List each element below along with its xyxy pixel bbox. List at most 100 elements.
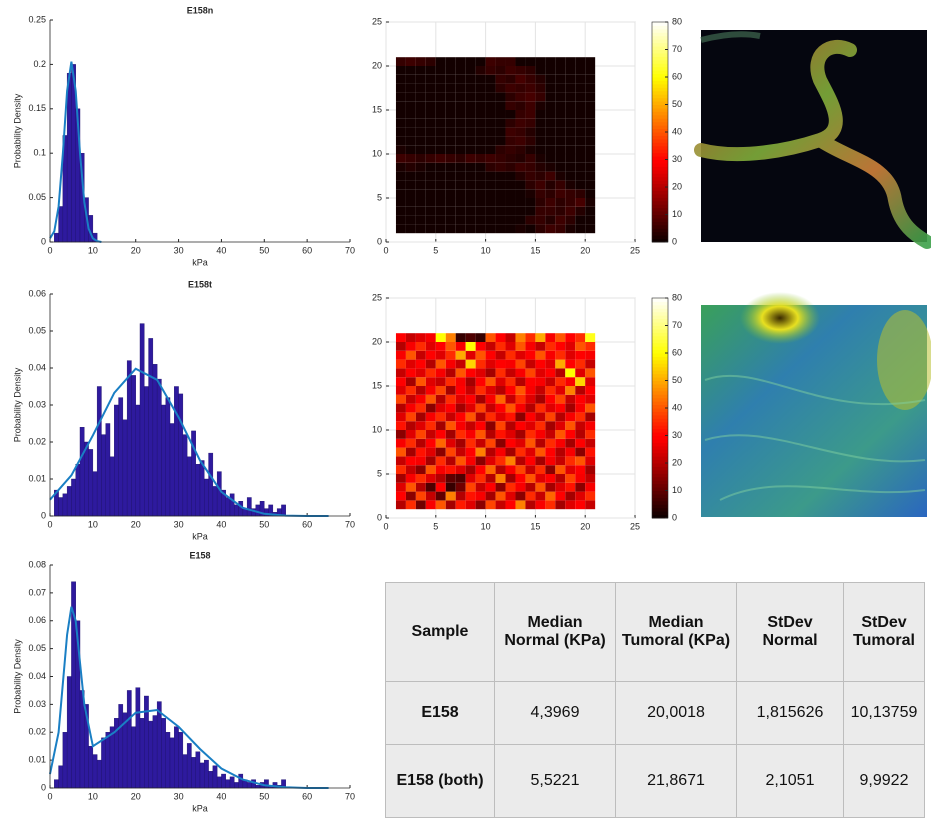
heatmap-cell bbox=[515, 136, 526, 146]
heatmap-cell bbox=[545, 74, 556, 84]
cell: 1,815626 bbox=[736, 681, 844, 745]
histogram-bar bbox=[195, 751, 201, 789]
heatmap-cell bbox=[475, 377, 486, 386]
heatmap-cell bbox=[485, 377, 496, 386]
heatmap-cell bbox=[555, 145, 566, 154]
heatmap-cell bbox=[455, 333, 466, 342]
heatmap-cell bbox=[545, 127, 556, 137]
microscopy-image-tumoral bbox=[701, 292, 931, 517]
cell: 9,9922 bbox=[843, 744, 925, 818]
heatmap-cell bbox=[455, 66, 466, 75]
heatmap-cell bbox=[445, 491, 456, 501]
histogram-bar bbox=[161, 718, 166, 789]
heatmap-cell bbox=[555, 110, 566, 119]
x-tick-label: 10 bbox=[88, 519, 98, 529]
heatmap-cell bbox=[425, 465, 436, 474]
colorbar-step bbox=[652, 318, 668, 323]
heatmap-cell bbox=[445, 333, 456, 342]
heatmap-cell bbox=[505, 456, 516, 466]
heatmap-cell bbox=[485, 136, 496, 146]
colorbar-step bbox=[652, 363, 668, 368]
y-tick-label: 20 bbox=[372, 60, 382, 70]
table-header-row: Sample Median Normal (KPa) Median Tumora… bbox=[385, 582, 925, 682]
heatmap-cell bbox=[485, 215, 496, 225]
colorbar-step bbox=[652, 97, 668, 102]
heatmap-cell bbox=[515, 438, 526, 448]
cell: 10,13759 bbox=[843, 681, 925, 745]
heatmap-cell bbox=[485, 145, 496, 154]
heatmap-cell bbox=[515, 92, 526, 102]
heatmap-cell bbox=[525, 74, 536, 84]
histogram-bar bbox=[246, 782, 252, 789]
histogram-bar bbox=[148, 338, 154, 517]
heatmap-cell bbox=[445, 500, 456, 510]
colorbar-step bbox=[652, 83, 668, 88]
heatmap-cell bbox=[455, 74, 466, 84]
y-tick-label: 20 bbox=[372, 336, 382, 346]
heatmap-cell bbox=[545, 215, 556, 225]
heatmap-cell bbox=[525, 465, 536, 474]
heatmap-cell bbox=[455, 447, 466, 457]
colorbar-tick-label: 40 bbox=[672, 402, 682, 412]
heatmap-cell bbox=[575, 154, 586, 163]
heatmap-cell bbox=[395, 421, 406, 430]
heatmap-cell bbox=[405, 92, 416, 102]
heatmap-cell bbox=[525, 350, 536, 360]
heatmap-cell bbox=[495, 368, 506, 378]
heatmap-cell bbox=[535, 180, 546, 190]
heatmap-cell bbox=[555, 224, 566, 234]
heatmap-cell bbox=[445, 74, 456, 84]
histogram-bar bbox=[144, 695, 149, 789]
heatmap-cell bbox=[565, 394, 576, 404]
colorbar-step bbox=[652, 452, 668, 457]
heatmap-cell bbox=[405, 171, 416, 181]
heatmap-cell bbox=[485, 438, 496, 448]
histogram-bar bbox=[96, 386, 102, 517]
heatmap-cell bbox=[465, 438, 476, 448]
heatmap-cell bbox=[585, 198, 596, 207]
heatmap-cell bbox=[585, 118, 596, 128]
histogram-bar bbox=[131, 375, 136, 517]
chart-title: E158 bbox=[189, 550, 210, 560]
heatmap-cell bbox=[545, 171, 556, 181]
heatmap-cell bbox=[475, 438, 486, 448]
heatmap-cell bbox=[415, 430, 426, 439]
heatmap-cell bbox=[445, 206, 456, 216]
table-row: E158 (both) 5,5221 21,8671 2,1051 9,9922 bbox=[385, 744, 925, 818]
colorbar-step bbox=[652, 493, 668, 498]
heatmap-cell bbox=[585, 101, 596, 110]
heatmap-cell bbox=[455, 368, 466, 378]
x-tick-label: 30 bbox=[174, 791, 184, 801]
heatmap-cell bbox=[395, 403, 406, 413]
histogram-bar bbox=[212, 486, 218, 517]
colorbar-step bbox=[652, 238, 668, 243]
heatmap-cell bbox=[535, 333, 546, 342]
heatmap-cell bbox=[515, 162, 526, 172]
colorbar-step bbox=[652, 442, 668, 447]
heatmap-cell bbox=[545, 350, 556, 360]
heatmap-cell bbox=[575, 359, 586, 369]
y-tick-label: 10 bbox=[372, 148, 382, 158]
heatmap-cell bbox=[465, 74, 476, 84]
heatmap-cell bbox=[485, 66, 496, 75]
heatmap-cell bbox=[565, 154, 576, 163]
heatmap-cell bbox=[475, 491, 486, 501]
colorbar-step bbox=[652, 469, 668, 474]
heatmap-cell bbox=[445, 162, 456, 172]
heatmap-cell bbox=[505, 342, 516, 351]
histogram-bar bbox=[199, 762, 205, 789]
heatmap-cell bbox=[565, 386, 576, 395]
heatmap-cell bbox=[535, 215, 546, 225]
heatmap-cell bbox=[565, 482, 576, 492]
heatmap-cell bbox=[515, 154, 526, 163]
colorbar-step bbox=[652, 497, 668, 502]
histogram-bar bbox=[105, 732, 111, 789]
heatmap-cell bbox=[555, 162, 566, 172]
heatmap-cell bbox=[415, 386, 426, 395]
heatmap-cell bbox=[505, 145, 516, 154]
heatmap-cell bbox=[435, 92, 446, 102]
heatmap-cell bbox=[455, 145, 466, 154]
y-tick-label: 0.2 bbox=[33, 59, 46, 69]
heatmap-cell bbox=[405, 101, 416, 110]
heatmap-cell bbox=[455, 189, 466, 198]
